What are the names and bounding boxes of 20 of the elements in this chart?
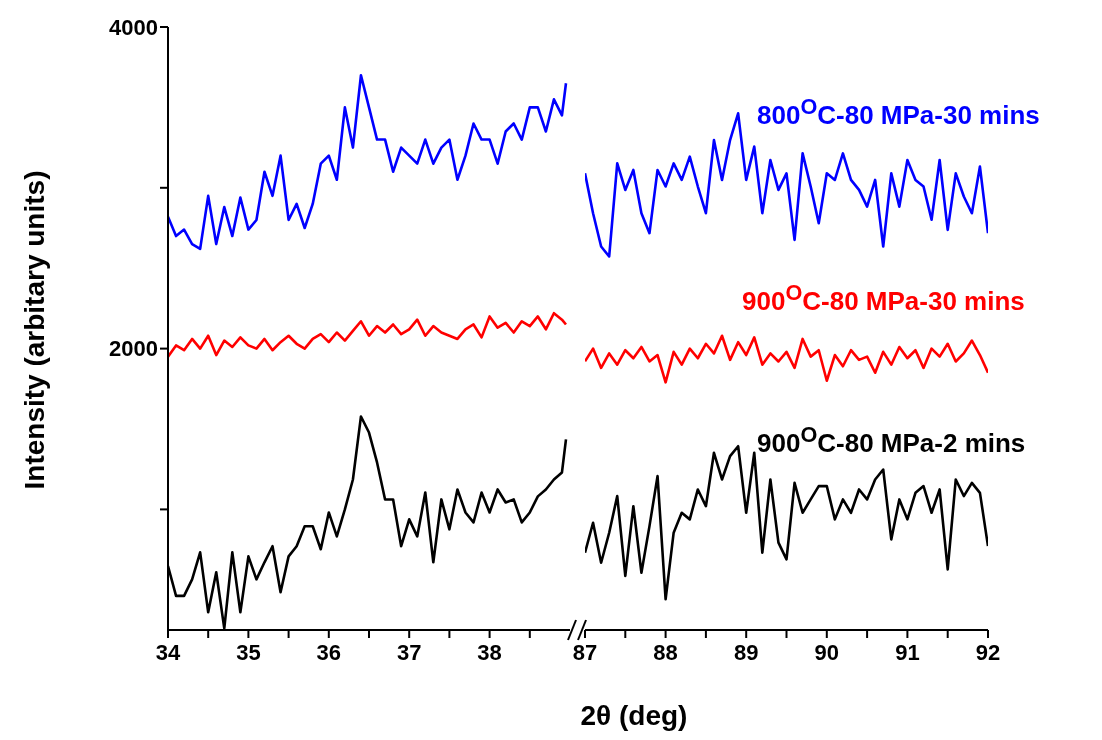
y-axis-title: Intensity (arbitary units) <box>19 170 51 490</box>
x-tick-label: 91 <box>895 639 920 665</box>
line-series <box>168 311 568 358</box>
x-tick-label: 37 <box>396 639 422 665</box>
series-label: 900$^{O}$C-80 MPa-2 mins <box>757 422 1026 459</box>
x-tick-label: 90 <box>814 639 840 665</box>
line-series <box>168 73 568 251</box>
x-tick-label: 87 <box>572 639 598 665</box>
x-tick-label: 34 <box>155 639 181 665</box>
y-tick-label: 2000 <box>109 336 158 362</box>
x-tick-label: 88 <box>653 639 678 665</box>
x-tick-label: 35 <box>236 639 261 665</box>
x-tick-label: 92 <box>975 639 1001 665</box>
y-tick-label: 4000 <box>109 14 158 40</box>
series-label: 800$^{O}$C-80 MPa-30 mins <box>757 94 1040 131</box>
x-tick-label: 38 <box>477 639 502 665</box>
x-tick-label: 89 <box>733 639 759 665</box>
series-label: 900$^{O}$C-80 MPa-30 mins <box>742 280 1025 317</box>
x-tick-label: 36 <box>316 639 342 665</box>
x-axis-title: 2θ (deg) <box>579 700 689 732</box>
